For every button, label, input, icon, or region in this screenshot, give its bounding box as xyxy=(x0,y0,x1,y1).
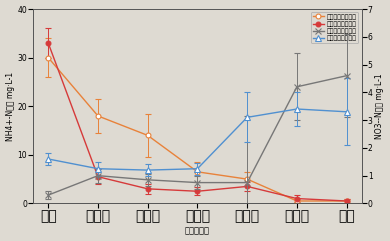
Legend: 投加纤维素前厌氧, 投加纤维素后厌氧, 投加纤维素前硝氧, 投加纤维素后硝氧: 投加纤维素前厌氧, 投加纤维素后厌氧, 投加纤维素前硝氧, 投加纤维素后硝氧 xyxy=(311,12,358,43)
X-axis label: 各个反应器: 各个反应器 xyxy=(185,227,210,235)
Y-axis label: NO3--N浓度 mg·L-1: NO3--N浓度 mg·L-1 xyxy=(376,74,385,139)
Y-axis label: NH4+-N浓度 mg·L-1: NH4+-N浓度 mg·L-1 xyxy=(5,72,14,141)
